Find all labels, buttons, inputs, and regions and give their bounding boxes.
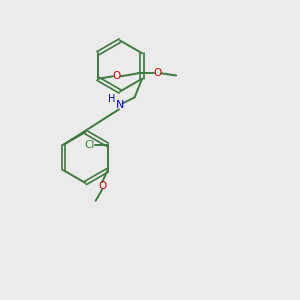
Text: H: H (108, 94, 115, 104)
Text: O: O (154, 68, 162, 78)
Text: Cl: Cl (85, 140, 95, 150)
Text: O: O (112, 71, 121, 81)
Text: N: N (116, 100, 125, 110)
Text: O: O (98, 181, 106, 191)
